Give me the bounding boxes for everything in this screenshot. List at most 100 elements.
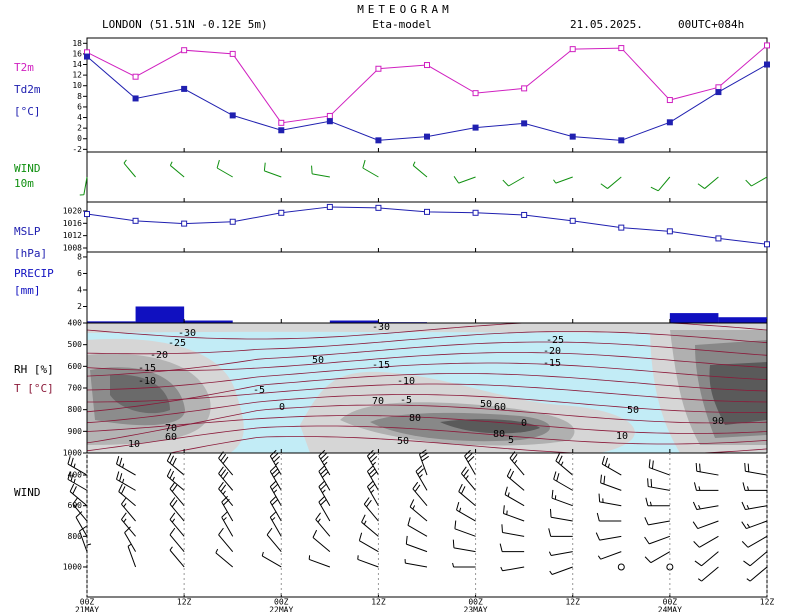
- wind-barb: [697, 176, 719, 189]
- panel-title: PRECIP: [14, 267, 54, 280]
- marker: [326, 118, 333, 125]
- wind-barb: [500, 566, 525, 572]
- wind-barb: [644, 535, 671, 545]
- marker: [424, 62, 430, 69]
- wind-barb: [746, 566, 768, 582]
- wind-barb: [744, 462, 768, 476]
- wind-barb: [650, 176, 671, 192]
- isotherm: [87, 331, 767, 355]
- wind-barb: [742, 482, 767, 491]
- isotherm: [87, 323, 767, 340]
- run: 00UTC+084h: [678, 18, 744, 31]
- wind-barb: [218, 466, 234, 491]
- marker: [521, 120, 528, 127]
- marker: [375, 65, 382, 72]
- wind-barb: [548, 551, 573, 556]
- y-axis-label: RH [%]: [14, 363, 54, 376]
- wind-barb: [600, 474, 622, 491]
- date-label: 22MAY: [269, 606, 293, 612]
- wind-barb: [311, 165, 330, 178]
- wind-barb: [412, 161, 428, 178]
- wind-barb: [86, 543, 92, 567]
- contour-label: 70: [372, 396, 384, 407]
- y-tick-label: 14: [72, 60, 82, 69]
- wind-barb: [405, 535, 428, 553]
- contour-label: 10: [616, 431, 628, 442]
- contour-label: 0: [521, 418, 527, 429]
- wind-barb: [549, 508, 573, 522]
- series-line: [86, 45, 768, 124]
- wind-barb: [221, 511, 234, 537]
- wind-barb: [366, 480, 379, 506]
- y-axis-label: [mm]: [14, 284, 41, 297]
- isotherm: [87, 415, 767, 434]
- y-tick-label: 1000: [63, 562, 82, 571]
- marker: [132, 73, 139, 80]
- wind-barb: [741, 520, 768, 530]
- wind-barb: [553, 176, 573, 184]
- wind-barb: [502, 176, 525, 187]
- isotherm: [87, 383, 767, 403]
- rh-shade: [87, 323, 767, 333]
- marker: [569, 46, 576, 53]
- location: LONDON (51.51N -0.12E 5m): [102, 18, 268, 31]
- wind-barb: [169, 497, 185, 522]
- wind-barb: [502, 505, 525, 522]
- marker: [229, 112, 236, 119]
- wind-barb: [308, 555, 331, 568]
- y-tick-label: 1000: [63, 449, 82, 458]
- wind-barb: [67, 455, 88, 476]
- wind-barb: [741, 501, 768, 511]
- y-tick-label: -2: [72, 145, 82, 154]
- wind-barb: [266, 527, 282, 552]
- panel-title: WIND: [14, 162, 41, 175]
- wind-barb: [415, 465, 428, 491]
- wind-barb: [464, 449, 477, 476]
- contour-label: -25: [546, 335, 564, 346]
- contour-label: 50: [397, 436, 409, 447]
- bar: [135, 306, 185, 323]
- wind-barb: [312, 529, 331, 553]
- y-tick-label: 1008: [63, 243, 82, 252]
- marker: [472, 209, 479, 216]
- wind-barb: [169, 161, 185, 178]
- contour-label: -10: [397, 376, 415, 387]
- wind-barb: [116, 471, 136, 491]
- bar: [669, 313, 719, 323]
- isotherms: [87, 323, 767, 453]
- wind-barb: [506, 468, 525, 491]
- wind-barb: [555, 453, 574, 476]
- series-line: [86, 56, 768, 141]
- bar: [718, 317, 767, 323]
- marker: [424, 133, 430, 140]
- y-tick-label: 900: [68, 427, 83, 436]
- wind-barb: [315, 512, 331, 537]
- contour-label: -20: [150, 350, 168, 361]
- marker: [181, 47, 188, 54]
- contour-label: -5: [400, 395, 412, 406]
- wind-barb: [69, 483, 88, 507]
- wind-barb: [461, 466, 476, 491]
- y-tick-label: 10: [72, 81, 82, 90]
- isotherm: [167, 436, 767, 453]
- wind-barb: [501, 524, 525, 537]
- marker: [666, 119, 673, 126]
- wind-barb: [318, 495, 331, 522]
- wind-barb: [697, 566, 719, 582]
- marker: [666, 228, 673, 235]
- wind-barb: [263, 162, 282, 178]
- x-tick-label: 12Z: [371, 598, 386, 607]
- marker: [569, 217, 576, 224]
- wind-barb: [221, 495, 234, 522]
- marker: [278, 127, 285, 134]
- marker: [326, 203, 333, 210]
- y-tick-label: 8: [77, 252, 82, 261]
- legend-label: MSLP: [14, 225, 41, 238]
- y-tick-label: 1012: [63, 231, 82, 240]
- contour-label: 70: [165, 423, 177, 434]
- wind-barb: [362, 159, 379, 178]
- wind-barb: [169, 527, 185, 552]
- wind-barb: [692, 520, 719, 530]
